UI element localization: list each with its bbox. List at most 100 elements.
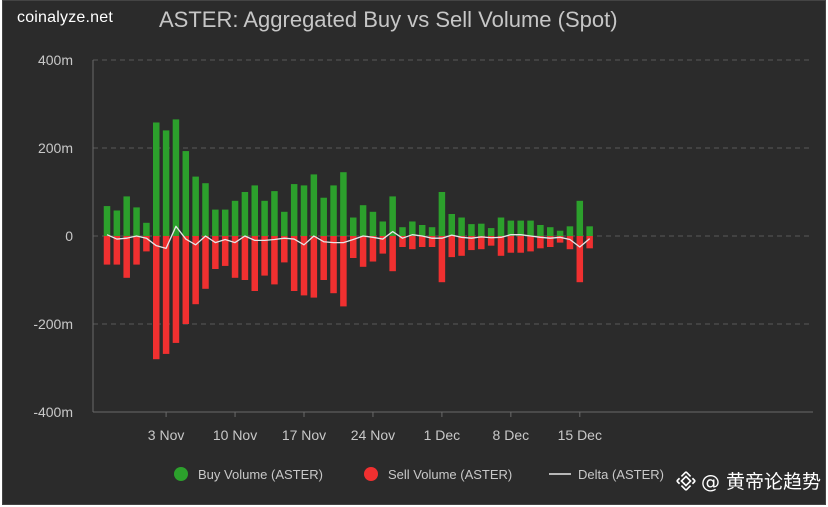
buy-bar[interactable] [271,191,278,236]
sell-bar[interactable] [251,236,259,291]
legend[interactable]: Buy Volume (ASTER) Sell Volume (ASTER) D… [174,467,664,482]
sell-bar[interactable] [330,236,337,294]
sell-bar[interactable] [438,236,446,283]
sell-bar[interactable] [221,236,229,266]
sell-bar[interactable] [103,236,111,265]
buy-bar[interactable] [448,214,456,236]
sell-bar[interactable] [418,236,426,247]
buy-bar[interactable] [359,205,367,236]
sell-bar[interactable] [231,236,239,278]
buy-bar[interactable] [133,207,140,236]
buy-bar[interactable] [458,217,465,236]
buy-bar[interactable] [290,184,298,236]
buy-bar[interactable] [478,223,485,236]
sell-bar[interactable] [566,236,574,250]
buy-bar[interactable] [143,222,150,236]
sell-bar[interactable] [556,236,564,243]
buy-bar[interactable] [123,196,130,236]
sell-bar[interactable] [241,236,249,280]
sell-bar[interactable] [172,236,180,343]
sell-bar[interactable] [468,236,475,251]
buy-bar[interactable] [221,209,229,236]
sell-bar[interactable] [202,236,209,289]
sell-bar[interactable] [448,236,456,258]
buy-bar[interactable] [517,220,524,236]
buy-bar[interactable] [340,172,347,236]
sell-bar[interactable] [300,236,308,296]
sell-bar[interactable] [182,236,190,324]
sell-bar[interactable] [497,236,505,256]
sell-bar[interactable] [340,236,347,307]
sell-bar[interactable] [517,236,524,253]
sell-bar[interactable] [310,236,318,298]
legend-item-sell[interactable]: Sell Volume (ASTER) [364,467,512,482]
buy-bar[interactable] [487,228,495,236]
sell-bar[interactable] [162,236,170,354]
buy-bar[interactable] [497,217,505,236]
sell-bar[interactable] [478,236,485,250]
sell-bar[interactable] [527,236,534,252]
sell-bar[interactable] [458,236,465,256]
buy-bar[interactable] [231,200,239,236]
buy-bar[interactable] [369,211,377,236]
sell-bar[interactable] [212,236,219,269]
sell-bar[interactable] [261,236,268,276]
buy-bar[interactable] [281,211,288,236]
buy-bar[interactable] [261,200,268,236]
sell-bar[interactable] [133,236,140,265]
sell-bar[interactable] [290,236,298,291]
buy-bar[interactable] [409,221,416,236]
sell-bar[interactable] [399,236,406,247]
buy-bar[interactable] [330,185,337,236]
legend-item-delta[interactable]: Delta (ASTER) [549,467,664,482]
buy-bar[interactable] [103,206,111,236]
buy-bar[interactable] [389,196,396,236]
sell-bar[interactable] [281,236,288,263]
buy-bar[interactable] [182,151,190,236]
buy-bar[interactable] [113,210,121,236]
sell-bar[interactable] [271,236,278,285]
sell-bar[interactable] [359,236,367,267]
sell-bar[interactable] [507,236,515,253]
sell-bar[interactable] [350,236,357,258]
sell-bar[interactable] [153,236,160,360]
buy-bar[interactable] [172,119,180,236]
buy-bar[interactable] [350,217,357,236]
sell-bar[interactable] [320,236,327,280]
buy-bar[interactable] [547,227,554,236]
buy-bar[interactable] [320,197,327,236]
buy-bar[interactable] [527,220,534,236]
buy-bar[interactable] [428,227,436,236]
sell-bar[interactable] [547,236,554,247]
sell-bar[interactable] [369,236,377,262]
buy-bar[interactable] [202,183,209,236]
sell-bar[interactable] [143,236,150,252]
sell-bar[interactable] [123,236,130,278]
buy-bar[interactable] [566,226,574,236]
buy-bar[interactable] [537,225,544,236]
legend-item-buy[interactable]: Buy Volume (ASTER) [174,467,323,482]
delta-line[interactable] [106,225,591,249]
sell-bar[interactable] [576,236,584,283]
sell-bar[interactable] [586,236,593,249]
sell-bar[interactable] [409,236,416,250]
buy-bar[interactable] [153,122,160,236]
buy-bar[interactable] [379,221,387,236]
buy-bar[interactable] [418,225,426,236]
buy-bar[interactable] [162,130,170,236]
buy-bar[interactable] [468,224,475,236]
buy-bar[interactable] [507,220,515,236]
buy-bar[interactable] [310,174,318,236]
buy-bar[interactable] [399,227,406,236]
buy-bar[interactable] [556,230,564,236]
buy-bar[interactable] [438,192,446,236]
buy-bar[interactable] [586,226,593,236]
buy-bar[interactable] [300,185,308,236]
sell-bar[interactable] [192,236,199,305]
buy-bar[interactable] [192,176,199,236]
sell-bar[interactable] [428,236,436,247]
brand-logo-text[interactable]: coinalyze.net [17,9,113,26]
buy-bar[interactable] [251,185,259,236]
sell-bar[interactable] [537,236,544,249]
sell-bar[interactable] [113,236,121,265]
